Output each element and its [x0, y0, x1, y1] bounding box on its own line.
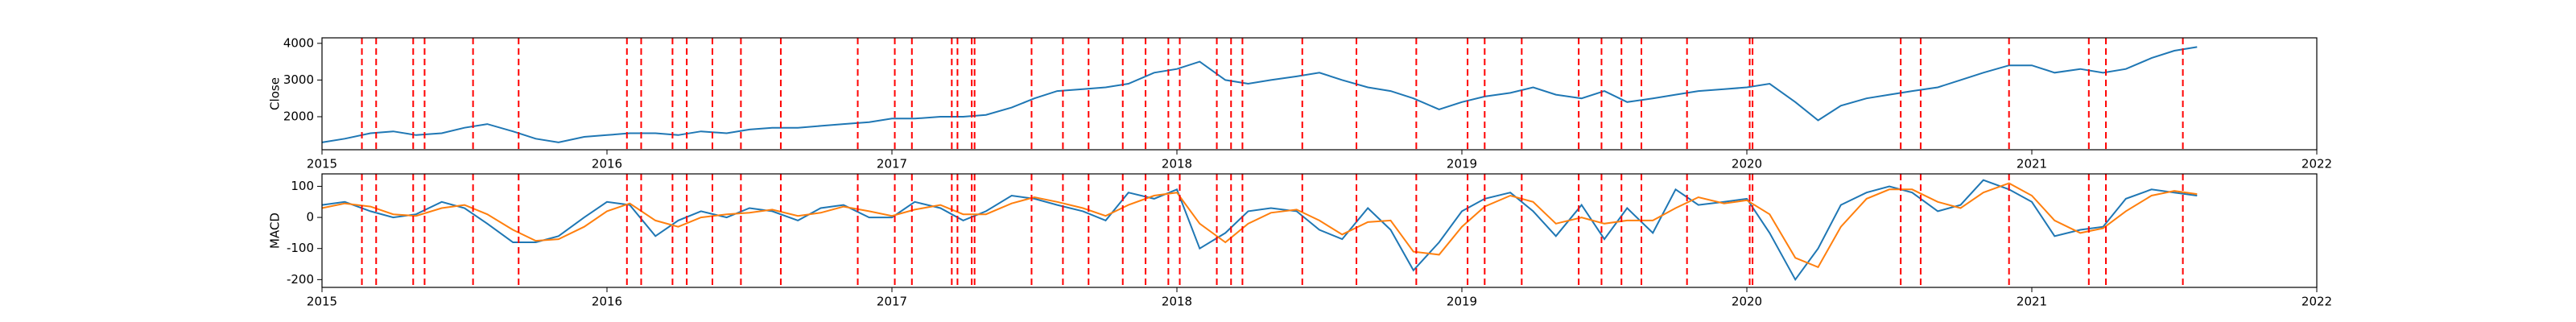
y-axis-label: MACD: [268, 213, 283, 249]
x-tick-label: 2017: [877, 295, 907, 309]
y-tick-label: 4000: [283, 35, 314, 50]
x-tick-label: 2016: [592, 157, 622, 171]
y-tick-label: 0: [306, 210, 314, 225]
x-tick-label: 2018: [1162, 157, 1192, 171]
x-tick-label: 2016: [592, 295, 622, 309]
x-tick-label: 2015: [307, 295, 337, 309]
x-tick-label: 2017: [877, 157, 907, 171]
data-line: [321, 179, 2198, 282]
x-tick-label: 2019: [1447, 157, 1477, 171]
y-tick-label: 3000: [283, 72, 314, 87]
data-line: [321, 182, 2198, 269]
y-tick-label: -100: [287, 241, 314, 255]
x-tick-label: 2020: [1732, 295, 1762, 309]
data-line: [321, 46, 2198, 143]
x-tick-label: 2020: [1732, 157, 1762, 171]
x-tick-label: 2021: [2017, 295, 2047, 309]
x-tick-label: 2021: [2017, 157, 2047, 171]
y-tick-label: 100: [291, 179, 314, 193]
axes-frame: [321, 173, 2318, 288]
axes-frame: [321, 37, 2318, 151]
x-tick-label: 2015: [307, 157, 337, 171]
y-axis-label: Close: [268, 77, 283, 110]
x-tick-label: 2019: [1447, 295, 1477, 309]
y-tick-label: 2000: [283, 109, 314, 123]
y-tick-label: -200: [287, 272, 314, 287]
x-tick-label: 2022: [2301, 157, 2332, 171]
x-tick-label: 2018: [1162, 295, 1192, 309]
x-tick-label: 2022: [2301, 295, 2332, 309]
